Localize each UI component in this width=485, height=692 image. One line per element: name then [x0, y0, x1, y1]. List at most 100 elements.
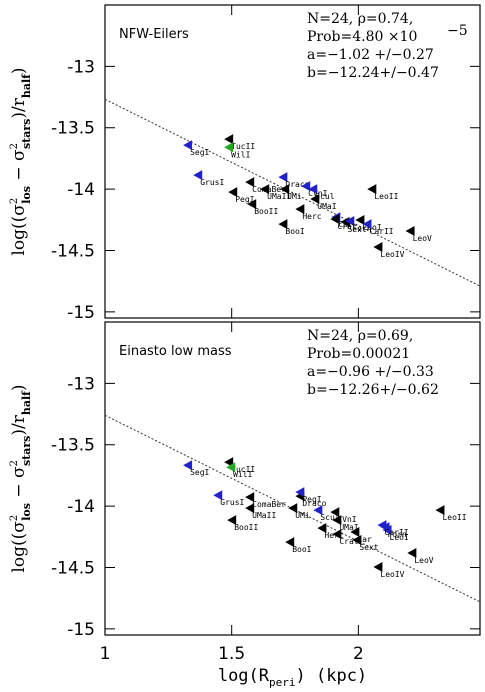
- data-point: [435, 505, 445, 516]
- y-axis-label-part: half: [20, 73, 33, 98]
- point-label: CVnI: [337, 515, 356, 524]
- data-point: [355, 215, 365, 226]
- fit-line: [104, 98, 481, 287]
- y-tick-label: -15: [67, 620, 95, 640]
- y-axis-label-part: log((σ: [9, 204, 29, 256]
- point-label: BooI: [292, 545, 311, 554]
- annotation: N=24, ρ=0.69,: [307, 328, 413, 344]
- data-point: [332, 515, 342, 526]
- point-label: BooII: [234, 523, 258, 532]
- point-label: Draco: [285, 180, 309, 189]
- point-label: LeoV: [414, 556, 433, 565]
- point-label: BooI: [285, 227, 304, 236]
- plot-frame: [104, 4, 481, 319]
- data-point: [407, 548, 417, 559]
- point-label: UMi: [287, 192, 302, 201]
- point-label: Sext: [347, 225, 366, 234]
- y-axis-label-part: 2: [9, 198, 20, 204]
- point-label: Forn: [387, 530, 406, 539]
- point-label: LeoV: [413, 234, 432, 243]
- data-point: [301, 181, 311, 192]
- data-point: [405, 225, 415, 236]
- point-label: WilI: [231, 150, 250, 159]
- data-point: [245, 177, 255, 188]
- x-axis-label: log(Rperi) (kpc): [218, 666, 367, 688]
- y-tick-label: -13: [67, 374, 95, 394]
- point-label: LeoIV: [380, 570, 404, 579]
- panel-label: Einasto low mass: [119, 344, 232, 359]
- point-label: LeoII: [374, 192, 398, 201]
- data-point: [350, 527, 360, 538]
- data-point: [224, 142, 234, 153]
- annotation: b=−12.26+/−0.62: [307, 382, 439, 398]
- data-point: [377, 520, 387, 531]
- point-label: SegI: [190, 148, 209, 157]
- point-label: WilI: [233, 470, 252, 479]
- annotation: a=−1.02 +/−0.27: [307, 47, 434, 63]
- data-point: [330, 507, 340, 518]
- y-axis-label: log((σ2los − σ2stars)/rhalf): [9, 67, 33, 255]
- point-label: Forn: [352, 224, 371, 233]
- x-axis-label-part: log(R: [218, 666, 270, 686]
- point-label: Draco: [302, 499, 326, 508]
- y-tick-label: -13.5: [51, 436, 95, 456]
- y-axis-label: log((σ2los − σ2stars)/rhalf): [9, 384, 33, 572]
- plot-frame: [104, 321, 481, 636]
- point-label: Crat: [339, 537, 358, 546]
- data-point: [330, 214, 340, 225]
- y-axis-label-part: ): [9, 67, 29, 74]
- y-axis-label-part: stars: [20, 436, 33, 466]
- y-axis-label-part: ): [9, 384, 29, 391]
- y-axis-label-part: stars: [20, 119, 33, 149]
- data-point: [280, 184, 290, 195]
- point-label: UMaII: [267, 192, 291, 201]
- annotation: Prob=4.80 ×10: [307, 29, 417, 45]
- point-label: GrusI: [220, 498, 244, 507]
- data-point: [183, 460, 193, 471]
- point-label: TucII: [231, 142, 255, 151]
- point-label: PegI: [235, 195, 254, 204]
- data-point: [227, 515, 237, 526]
- data-point: [278, 219, 288, 230]
- y-tick-label: -14.5: [51, 241, 95, 261]
- data-point: [213, 490, 223, 501]
- x-axis-label-part: ) (kpc): [296, 666, 368, 686]
- data-point: [310, 194, 320, 205]
- point-label: TucII: [231, 465, 255, 474]
- data-point: [345, 216, 355, 227]
- data-point: [224, 134, 234, 145]
- data-point: [193, 170, 203, 181]
- y-tick-label: -14: [67, 497, 95, 517]
- point-label: LeoII: [442, 513, 466, 522]
- point-label: UMaI: [317, 202, 336, 211]
- y-axis-label-part: los: [20, 186, 33, 204]
- point-label: LeoI: [362, 223, 381, 232]
- y-axis-label-part: 2: [9, 515, 20, 521]
- data-point: [260, 184, 270, 195]
- data-point: [308, 184, 318, 195]
- y-tick-label: -13: [67, 57, 95, 77]
- point-label: Crat: [337, 222, 356, 231]
- point-label: GrusI: [200, 178, 224, 187]
- y-axis-label-part: 2: [9, 143, 20, 149]
- data-point: [295, 487, 305, 498]
- data-point: [332, 529, 342, 540]
- data-point: [340, 217, 350, 228]
- x-tick-label: 1.5: [218, 644, 245, 664]
- point-label: Sext: [359, 543, 378, 552]
- data-point: [373, 242, 383, 253]
- data-point: [278, 172, 288, 183]
- point-label: UMi: [295, 511, 310, 520]
- x-tick-label: 1: [100, 644, 111, 664]
- annotation: a=−0.96 +/−0.33: [307, 364, 434, 380]
- point-label: Scul: [320, 513, 339, 522]
- data-point: [228, 187, 238, 198]
- point-label: UMaI: [339, 523, 358, 532]
- y-tick-label: -14.5: [51, 558, 95, 578]
- point-label: PegI: [302, 495, 321, 504]
- point-label: LeoI: [390, 533, 409, 542]
- y-tick-label: -15: [67, 303, 95, 323]
- data-point: [317, 523, 327, 534]
- point-label: CarII: [370, 227, 394, 236]
